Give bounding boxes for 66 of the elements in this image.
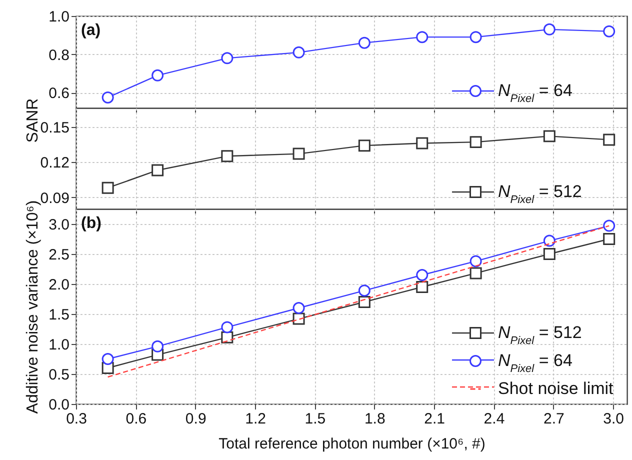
y-tick-label: 0.8 xyxy=(48,46,70,64)
y-tick-label: 0.09 xyxy=(40,190,70,207)
y-tick-label: 1.0 xyxy=(48,336,70,354)
point xyxy=(292,148,305,160)
x-axis-title: Total reference photon number (×10⁶, #) xyxy=(218,436,486,452)
legend-label: Shot noise limit xyxy=(498,379,614,398)
point xyxy=(221,321,234,334)
point xyxy=(470,136,482,148)
point xyxy=(221,150,234,162)
point xyxy=(603,134,616,146)
x-tick-label: 1.2 xyxy=(245,410,266,428)
y-tick-label: 0.0 xyxy=(48,396,70,414)
point xyxy=(102,91,114,104)
y-tick-label: 0.15 xyxy=(40,119,70,136)
x-tick-label: 2.7 xyxy=(543,410,564,428)
legend-label: N$_{Pixel}$ = 512 xyxy=(498,323,582,347)
point xyxy=(152,340,164,352)
y-tick-label: 2.5 xyxy=(48,246,70,264)
point xyxy=(470,267,482,280)
point xyxy=(292,302,305,314)
x-tick-label: 2.1 xyxy=(424,410,445,428)
y-axis-title: SANR xyxy=(24,98,42,143)
x-tick-label: 2.4 xyxy=(484,410,505,428)
point xyxy=(603,233,616,245)
point xyxy=(358,296,370,308)
y-tick-label: 1.5 xyxy=(48,306,70,324)
point xyxy=(102,182,114,194)
point xyxy=(358,140,370,152)
point xyxy=(470,255,482,268)
point xyxy=(543,23,556,36)
y-tick-label: 0.12 xyxy=(40,154,70,172)
point xyxy=(152,69,164,82)
y-tick-label: 1.0 xyxy=(48,8,70,26)
legend-label: N$_{Pixel}$ = 512 xyxy=(498,182,582,206)
x-tick-label: 1.8 xyxy=(364,410,386,428)
point xyxy=(221,52,234,64)
y-tick-label: 2.0 xyxy=(48,276,70,294)
annotation: (a) xyxy=(81,22,101,39)
y-tick-label: 3.0 xyxy=(48,216,70,234)
y-tick-label: 0.5 xyxy=(48,366,70,384)
point xyxy=(543,248,556,260)
point xyxy=(358,284,370,297)
point xyxy=(543,234,556,247)
x-tick-label: 0.6 xyxy=(126,410,147,428)
point xyxy=(603,25,616,38)
point xyxy=(416,31,428,44)
point xyxy=(543,130,556,142)
point xyxy=(470,31,482,44)
point xyxy=(358,36,370,49)
legend-label: N$_{Pixel}$ = 64 xyxy=(498,81,572,105)
y-tick-label: 0.6 xyxy=(48,85,70,102)
point xyxy=(292,46,305,58)
y-axis-title: Additive noise variance (×10⁶) xyxy=(24,200,42,414)
legend-label: N$_{Pixel}$ = 64 xyxy=(498,351,572,375)
x-tick-label: 0.9 xyxy=(185,410,206,428)
point xyxy=(292,312,305,325)
point xyxy=(416,137,428,150)
point xyxy=(416,281,428,293)
x-tick-label: 3.0 xyxy=(603,410,624,428)
x-tick-label: 0.3 xyxy=(66,410,87,428)
x-tick-label: 1.5 xyxy=(304,410,326,428)
point xyxy=(416,269,428,281)
point xyxy=(152,164,164,176)
point xyxy=(603,220,616,232)
point xyxy=(102,353,114,365)
annotation: (b) xyxy=(81,215,102,232)
